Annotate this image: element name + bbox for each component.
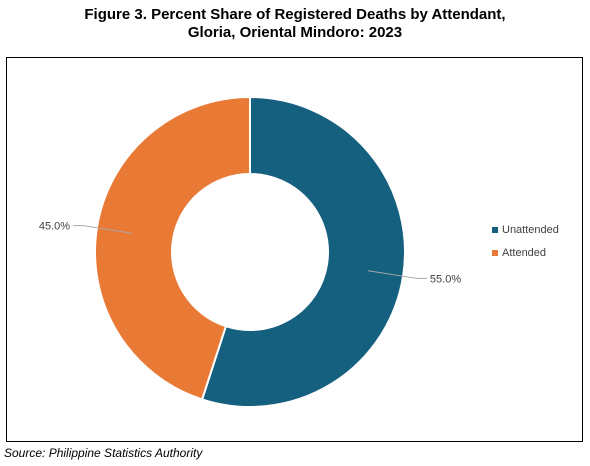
chart-title-line-2: Gloria, Oriental Mindoro: 2023 xyxy=(187,24,403,41)
data-label-attended: 45.0% xyxy=(39,221,70,233)
legend-label-unattended: Unattended xyxy=(502,224,559,236)
data-label-unattended: 55.0% xyxy=(430,273,461,285)
source-note: Source: Philippine Statistics Authority xyxy=(4,446,203,460)
slice-unattended xyxy=(200,95,406,408)
leader-line-unattended xyxy=(367,270,427,279)
chart-title-line-1: Figure 3. Percent Share of Registered De… xyxy=(84,6,506,23)
chart-title: Figure 3. Percent Share of Registered De… xyxy=(0,6,590,42)
leader-line-attended xyxy=(73,225,133,234)
legend-swatch-unattended xyxy=(492,227,498,233)
legend-label-attended: Attended xyxy=(502,247,546,259)
legend-swatch-attended xyxy=(492,250,498,256)
slice-attended xyxy=(94,95,251,401)
chart-frame xyxy=(6,57,583,442)
